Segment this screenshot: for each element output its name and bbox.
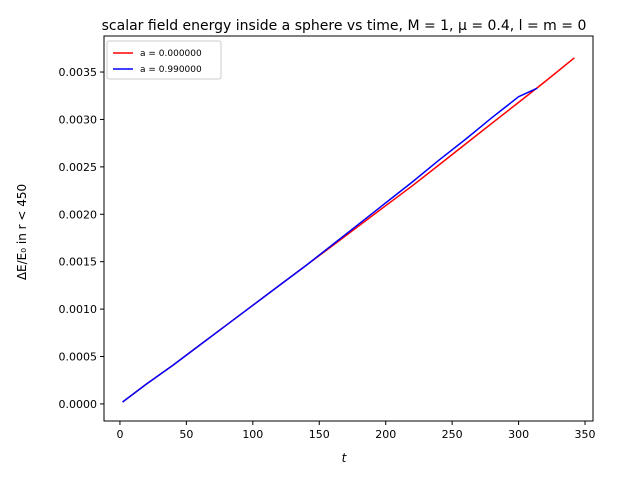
legend-label-2: a = 0.990000	[140, 65, 202, 75]
legend-box	[106, 40, 222, 80]
y-axis-ticks: 0.0000 0.0005 0.0010 0.0015 0.0020 0.0025 0.00…	[59, 66, 104, 411]
y-tick-label: 0.0025	[59, 161, 98, 174]
x-tick-label: 250	[442, 428, 463, 441]
y-tick-label: 0.0015	[59, 256, 98, 269]
series-line-1	[122, 57, 575, 403]
series-layer	[122, 57, 575, 403]
legend-label-1: a = 0.000000	[140, 49, 202, 59]
y-tick-label: 0.0010	[59, 303, 98, 316]
x-tick-label: 350	[575, 428, 596, 441]
x-tick-label: 0	[116, 428, 123, 441]
x-tick-label: 100	[242, 428, 263, 441]
y-tick-label: 0.0035	[59, 66, 98, 79]
x-tick-label: 300	[508, 428, 529, 441]
chart-title: scalar field energy inside a sphere vs t…	[102, 18, 587, 34]
y-tick-label: 0.0000	[59, 398, 98, 411]
x-tick-label: 150	[309, 428, 330, 441]
y-tick-label: 0.0020	[59, 208, 98, 221]
legend: a = 0.000000 a = 0.990000	[106, 40, 222, 80]
y-axis-label: ΔE/E₀ in r < 450	[15, 184, 29, 280]
x-axis-label: t	[342, 451, 348, 465]
series-line-2	[122, 87, 538, 403]
y-tick-label: 0.0030	[59, 113, 98, 126]
x-tick-label: 200	[375, 428, 396, 441]
y-tick-label: 0.0005	[59, 351, 98, 364]
x-axis-ticks: 0 50 100 150 200 250 300 350	[116, 421, 596, 441]
x-tick-label: 50	[179, 428, 193, 441]
axes-frame	[103, 35, 594, 422]
